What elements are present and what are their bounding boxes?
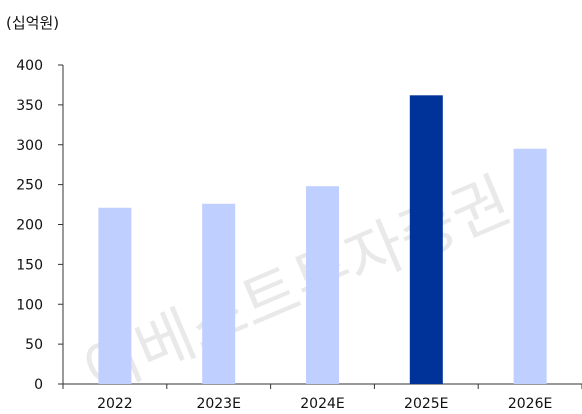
bar-2026E	[513, 148, 547, 384]
bar-2025E	[409, 95, 443, 385]
y-tick-label: 250	[16, 178, 43, 194]
unit-label: (십억원)	[6, 14, 60, 32]
y-tick-label: 300	[16, 138, 43, 154]
x-tick-label: 2022	[97, 396, 133, 412]
bar-2023E	[202, 203, 236, 384]
x-tick-label: 2025E	[404, 396, 448, 412]
y-tick-label: 200	[16, 218, 43, 234]
y-tick-label: 400	[16, 58, 43, 74]
bar-2022	[98, 207, 132, 384]
x-tick-label: 2023E	[196, 396, 240, 412]
chart-bars	[98, 95, 547, 385]
x-tick-label: 2026E	[508, 396, 552, 412]
y-tick-label: 50	[25, 337, 43, 353]
y-tick-label: 0	[34, 377, 43, 393]
y-axis-ticks: 0 50 100 150 200 250 300 350 400	[16, 58, 63, 393]
bar-2024E	[306, 186, 339, 384]
y-tick-label: 350	[16, 98, 43, 114]
x-axis-ticks: 2022 2023E 2024E 2025E 2026E	[97, 396, 552, 412]
watermark: 이베스트투자증권	[72, 163, 521, 408]
y-tick-label: 150	[16, 257, 43, 273]
y-tick-label: 100	[16, 297, 43, 313]
x-tick-label: 2024E	[300, 396, 344, 412]
